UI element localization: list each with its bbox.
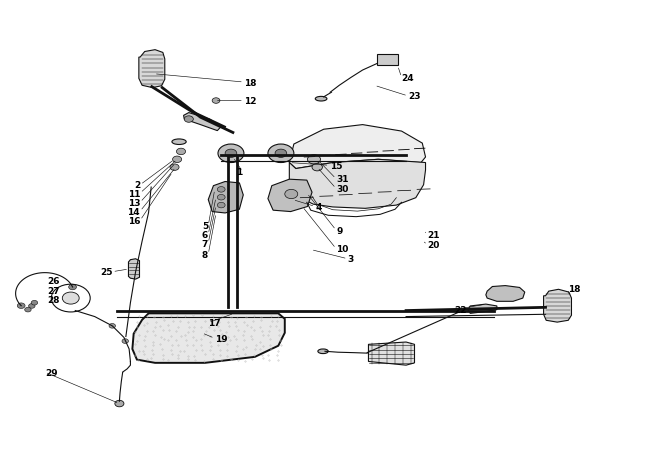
Circle shape bbox=[122, 339, 129, 344]
Text: 9: 9 bbox=[336, 226, 343, 235]
Polygon shape bbox=[468, 305, 497, 313]
Circle shape bbox=[307, 155, 320, 164]
Circle shape bbox=[218, 145, 244, 163]
Text: 10: 10 bbox=[336, 244, 348, 254]
Circle shape bbox=[184, 117, 193, 123]
Circle shape bbox=[212, 99, 220, 104]
Text: 6: 6 bbox=[202, 230, 208, 239]
Circle shape bbox=[217, 187, 225, 193]
Text: 13: 13 bbox=[127, 198, 140, 207]
Polygon shape bbox=[543, 290, 571, 322]
Text: 3: 3 bbox=[348, 255, 354, 264]
Text: 11: 11 bbox=[127, 189, 140, 198]
Text: 14: 14 bbox=[127, 207, 140, 216]
Text: 2: 2 bbox=[134, 181, 140, 190]
Circle shape bbox=[18, 303, 25, 309]
Circle shape bbox=[217, 203, 225, 208]
Circle shape bbox=[25, 308, 31, 312]
Polygon shape bbox=[133, 313, 285, 363]
Text: 27: 27 bbox=[47, 286, 60, 295]
Circle shape bbox=[69, 285, 77, 290]
Text: 28: 28 bbox=[47, 295, 60, 304]
Text: 24: 24 bbox=[402, 74, 414, 83]
Polygon shape bbox=[268, 180, 312, 212]
Text: 31: 31 bbox=[336, 175, 348, 184]
Text: 26: 26 bbox=[47, 277, 60, 286]
Ellipse shape bbox=[172, 140, 186, 145]
Circle shape bbox=[268, 145, 294, 163]
Circle shape bbox=[31, 301, 38, 306]
Polygon shape bbox=[183, 113, 221, 131]
Text: 18: 18 bbox=[568, 285, 580, 294]
Polygon shape bbox=[289, 160, 426, 209]
Ellipse shape bbox=[318, 349, 328, 354]
Text: 20: 20 bbox=[428, 241, 440, 250]
Text: 4: 4 bbox=[315, 202, 322, 212]
Text: 19: 19 bbox=[214, 334, 227, 343]
Text: 7: 7 bbox=[202, 239, 208, 248]
Text: 30: 30 bbox=[336, 185, 348, 194]
Circle shape bbox=[312, 164, 322, 171]
Polygon shape bbox=[208, 182, 243, 213]
Text: 12: 12 bbox=[244, 97, 256, 106]
Polygon shape bbox=[129, 259, 140, 280]
Text: 21: 21 bbox=[428, 231, 440, 240]
Circle shape bbox=[225, 150, 237, 158]
Polygon shape bbox=[139, 50, 165, 88]
Circle shape bbox=[170, 164, 179, 171]
Circle shape bbox=[217, 195, 225, 200]
Text: 18: 18 bbox=[244, 78, 256, 88]
Ellipse shape bbox=[315, 97, 327, 102]
Circle shape bbox=[29, 304, 35, 309]
Polygon shape bbox=[486, 286, 525, 302]
Text: 1: 1 bbox=[237, 168, 242, 177]
Text: 8: 8 bbox=[202, 250, 208, 259]
Text: 5: 5 bbox=[202, 221, 208, 231]
Bar bbox=[377, 55, 398, 66]
Circle shape bbox=[275, 150, 287, 158]
Text: 22: 22 bbox=[455, 306, 467, 314]
Circle shape bbox=[285, 190, 298, 199]
Text: 29: 29 bbox=[45, 368, 57, 377]
Polygon shape bbox=[289, 125, 426, 169]
Text: 23: 23 bbox=[408, 92, 421, 101]
Text: 17: 17 bbox=[208, 319, 221, 327]
Circle shape bbox=[173, 156, 181, 163]
Text: 15: 15 bbox=[330, 162, 342, 170]
Circle shape bbox=[62, 293, 79, 305]
Circle shape bbox=[115, 400, 124, 407]
Circle shape bbox=[109, 324, 116, 328]
Polygon shape bbox=[369, 342, 415, 365]
Text: 16: 16 bbox=[127, 216, 140, 225]
Text: 25: 25 bbox=[99, 268, 112, 276]
Circle shape bbox=[176, 149, 185, 155]
